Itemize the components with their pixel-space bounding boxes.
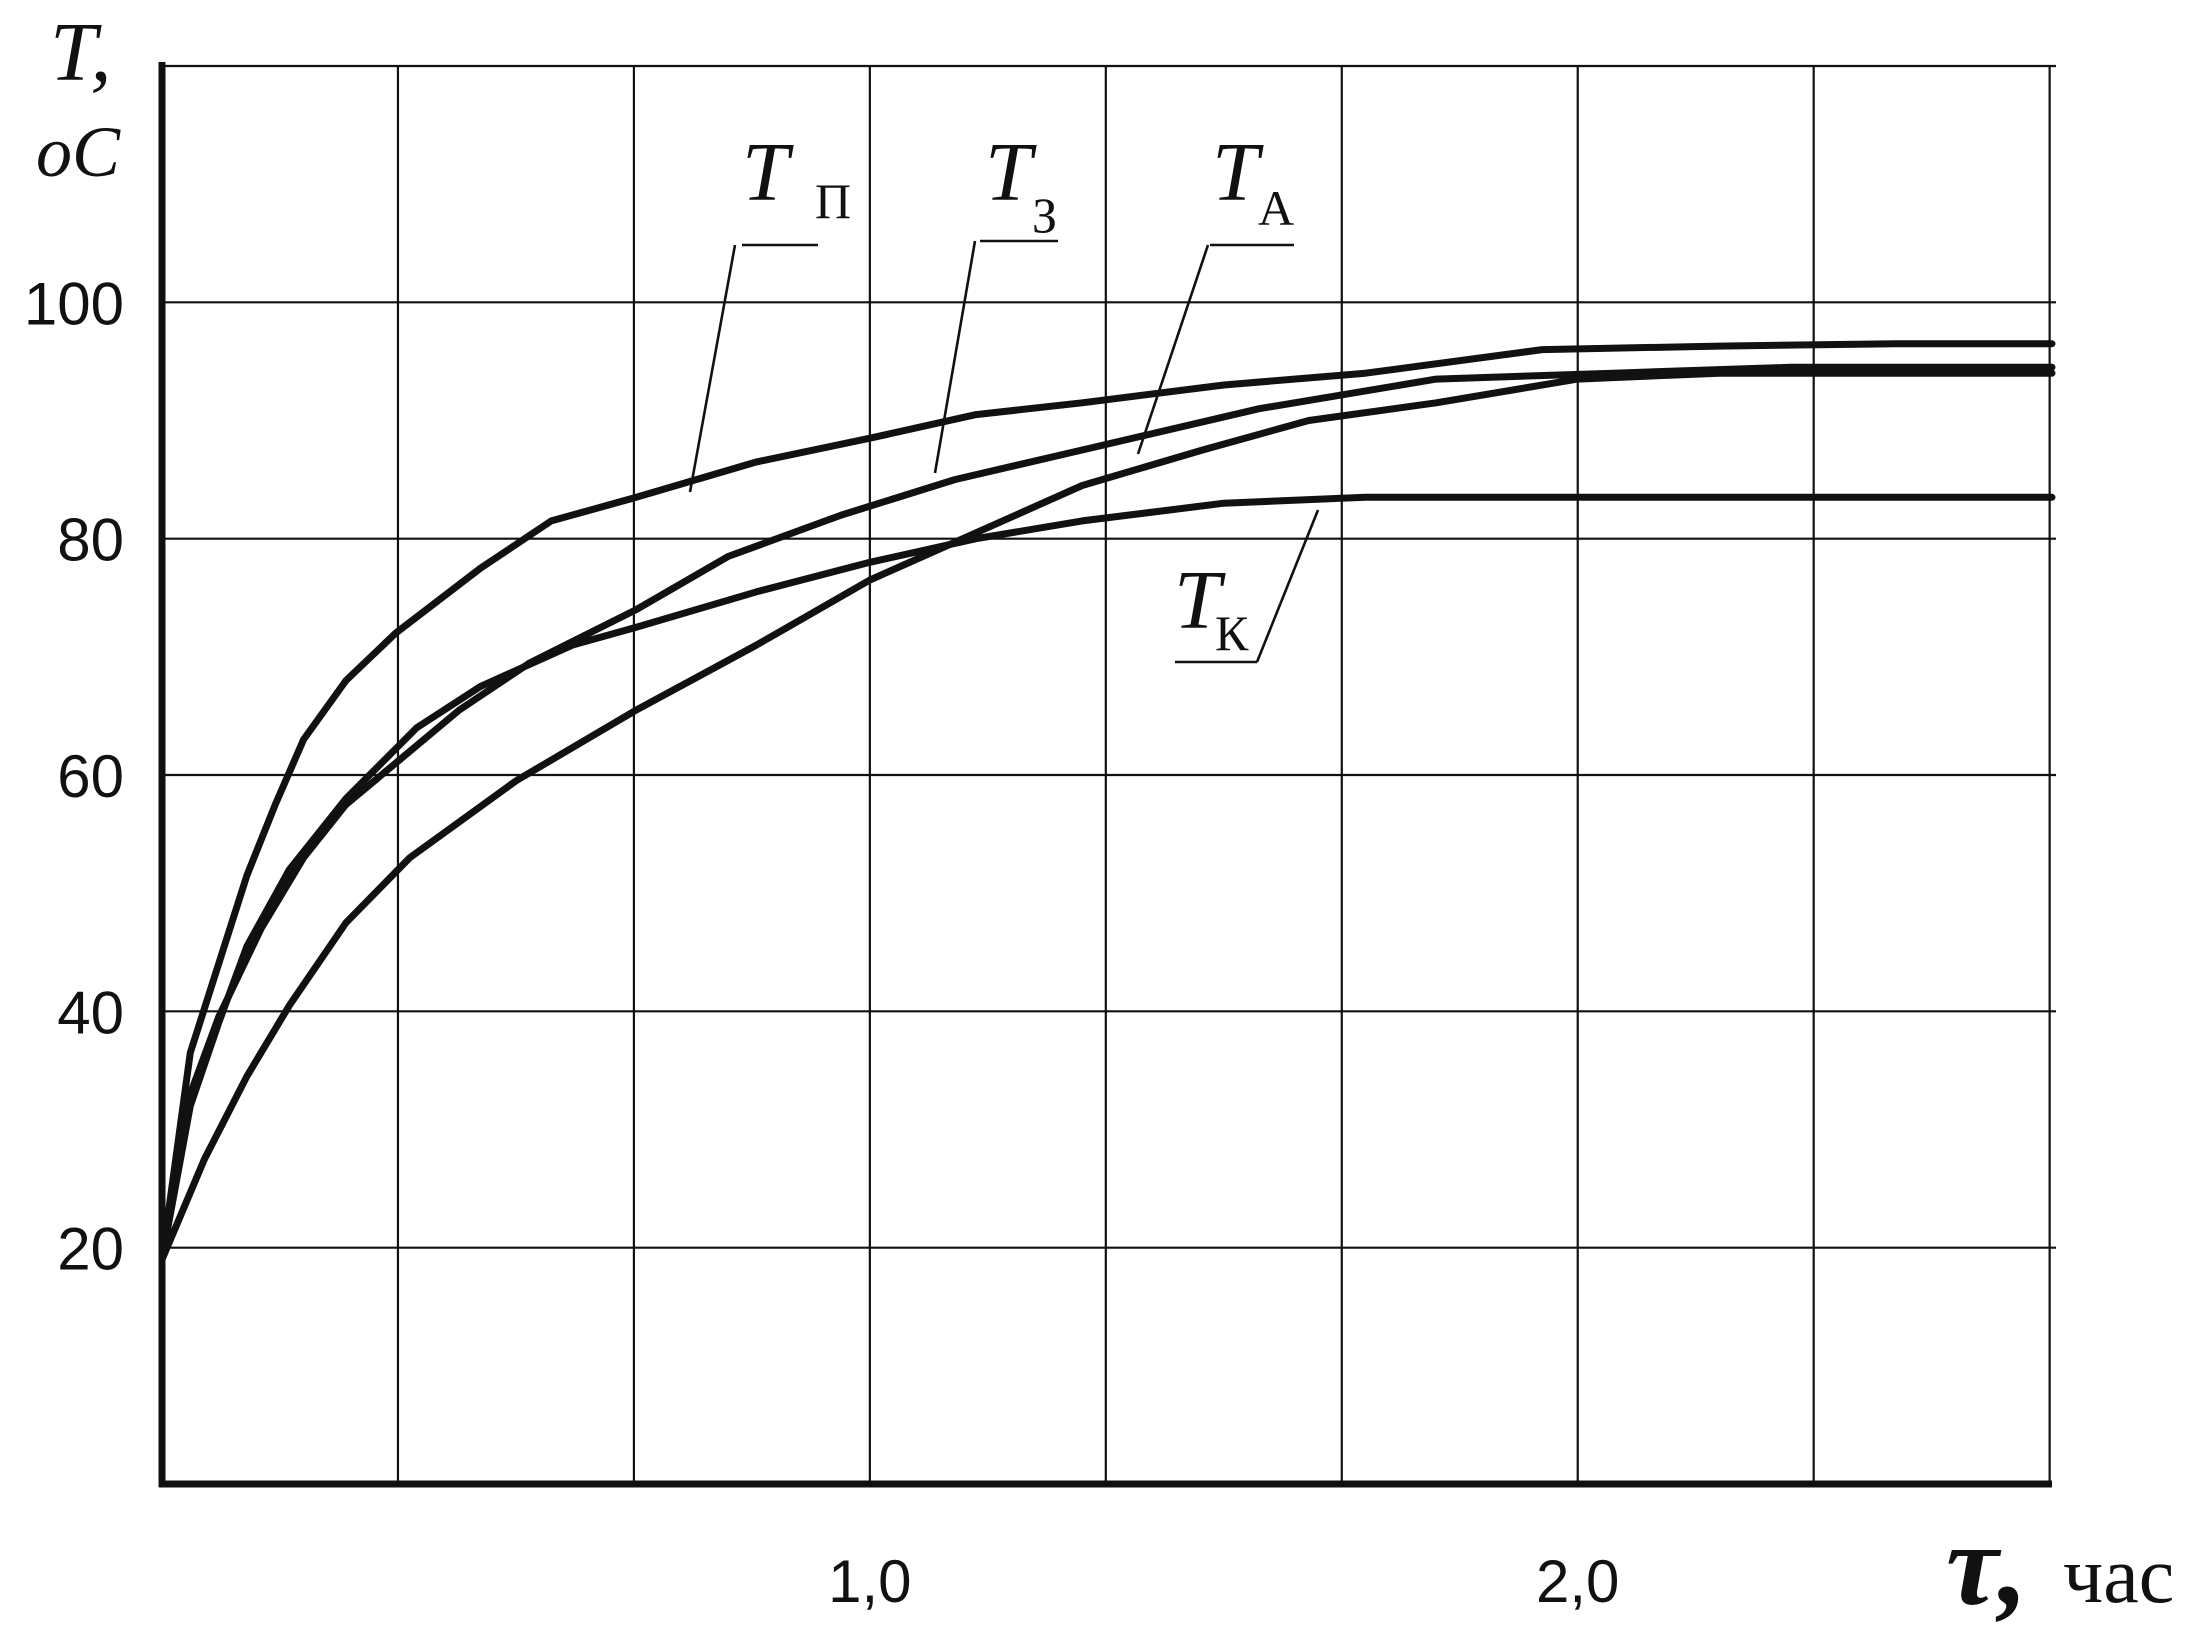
x-tick-label: 1,0 — [828, 1548, 911, 1615]
callout-leader-line — [688, 244, 737, 493]
series-line-2 — [158, 363, 2056, 1263]
series-lines — [158, 340, 2056, 1263]
y-tick-label: 40 — [57, 979, 124, 1046]
curve-label-name: T — [1212, 126, 1264, 219]
y-axis-label: T, oC — [36, 6, 121, 192]
curve-label-name: T — [742, 126, 794, 219]
grid — [162, 64, 2056, 1484]
y-tick-label: 100 — [24, 270, 124, 337]
series-line-1 — [158, 340, 2056, 1263]
x-axis-unit: час — [2063, 1532, 2174, 1620]
curve-label-subscript: А — [1258, 180, 1294, 236]
curve-label-subscript: З — [1032, 187, 1057, 243]
y-tick-label: 20 — [57, 1216, 124, 1283]
curve-label-subscript: К — [1215, 605, 1249, 661]
curve-label-name: T — [1174, 554, 1226, 647]
series-line-3 — [158, 369, 2056, 1263]
y-axis-symbol: T, — [50, 6, 111, 99]
y-axis-unit: oC — [36, 112, 121, 192]
curve-label-name: T — [985, 126, 1037, 219]
x-axis-symbol: τ, — [1946, 1499, 2028, 1626]
x-tick-label: 2,0 — [1536, 1548, 1619, 1615]
tick-labels: 20 40 60 80 100 1,0 2,0 — [24, 270, 1620, 1615]
curve-callout-4: TК — [1174, 509, 1320, 664]
y-tick-label: 60 — [57, 743, 124, 810]
callout-leader-line — [1136, 244, 1210, 455]
curve-label-subscript: П — [815, 173, 851, 229]
curve-callouts: T П T З T АTК — [688, 126, 1320, 664]
x-axis-label: τ, час — [1946, 1499, 2174, 1626]
callout-leader-line — [933, 240, 977, 474]
callout-leader-line — [1255, 509, 1320, 663]
series-line-4 — [158, 493, 2056, 1263]
y-tick-label: 80 — [57, 507, 124, 574]
